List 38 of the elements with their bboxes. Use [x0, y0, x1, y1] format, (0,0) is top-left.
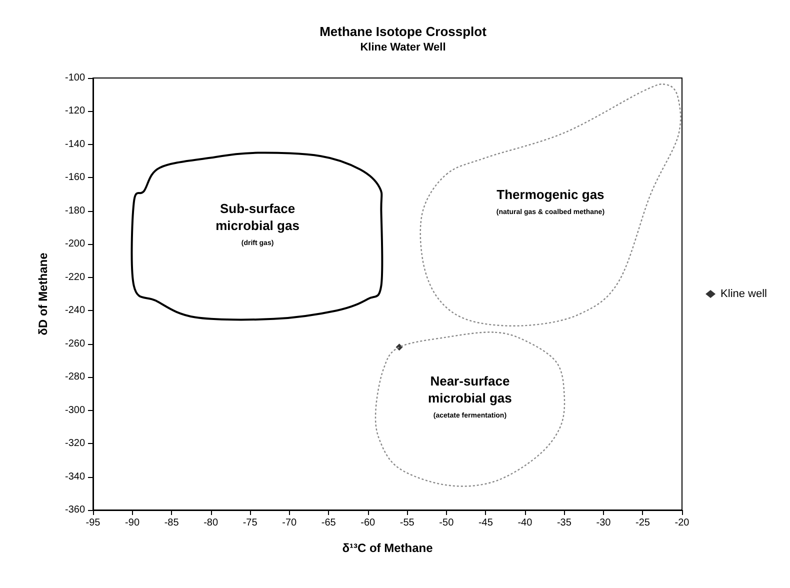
y-tick-label: -320 [64, 438, 86, 450]
y-tick-label: -220 [64, 272, 86, 283]
x-tick-label: -25 [636, 518, 650, 528]
y-axis-title: δD of Methane [36, 252, 50, 336]
y-tick-label: -200 [64, 238, 86, 250]
x-tick-label: -80 [204, 518, 218, 528]
y-tick-label: -360 [64, 504, 86, 516]
x-tick-label: -60 [360, 518, 376, 528]
x-tick-label: -95 [86, 518, 101, 528]
annotation: Sub-surface microbial gas [216, 200, 300, 233]
y-tick-label: -160 [64, 172, 86, 184]
x-tick-label: -45 [478, 518, 494, 528]
x-tick-label: -50 [439, 518, 454, 528]
x-tick-label: -20 [674, 518, 690, 528]
x-tick-label: -75 [242, 518, 258, 528]
chart-title: Methane Isotope Crossplot [320, 24, 488, 39]
legend-label: Kline well [720, 288, 768, 300]
x-tick-label: -55 [400, 518, 415, 528]
y-tick-label: -240 [64, 305, 86, 316]
y-tick-label: -120 [64, 106, 86, 117]
y-tick-label: -140 [64, 138, 86, 150]
x-tick-label: -65 [321, 518, 336, 528]
chart-subtitle: Kline Water Well [360, 42, 446, 54]
x-tick-label: -40 [518, 518, 533, 528]
y-tick-label: -180 [64, 205, 86, 216]
x-axis-title: δ¹³C of Methane [342, 541, 434, 555]
x-tick-label: -35 [556, 518, 572, 528]
y-tick-label: -100 [64, 72, 86, 84]
y-tick-label: -260 [64, 338, 86, 350]
x-tick-label: -85 [164, 518, 180, 528]
x-tick-label: -90 [125, 518, 140, 528]
y-tick-label: -340 [64, 471, 86, 482]
annotation: Near-surface microbial gas [428, 374, 512, 406]
y-tick-label: -280 [64, 372, 86, 383]
x-tick-label: -70 [282, 518, 297, 528]
y-tick-label: -300 [64, 404, 86, 416]
annotation: Thermogenic gas [496, 187, 604, 202]
x-tick-label: -30 [596, 518, 612, 528]
